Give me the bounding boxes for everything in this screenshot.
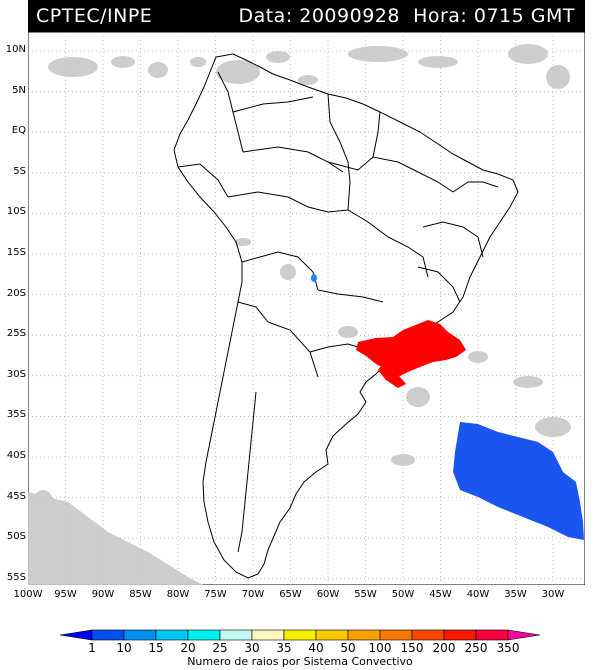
colorbar-swatch xyxy=(251,629,285,641)
lon-label: 55W xyxy=(354,589,377,600)
cloud-cover xyxy=(28,44,571,585)
lat-label: 10S xyxy=(6,206,26,218)
time-text: Hora: 0715 GMT xyxy=(413,5,575,27)
colorbar-tick-label: 35 xyxy=(276,641,292,655)
colorbar-tick-label: 40 xyxy=(308,641,324,655)
colorbar-tick-label: 350 xyxy=(496,641,520,655)
small-storm-blue xyxy=(311,274,317,282)
storm-red xyxy=(356,320,466,388)
colorbar-tick-label: 25 xyxy=(212,641,228,655)
datetime-label: Data: 20090928 Hora: 0715 GMT xyxy=(238,5,575,27)
date-text: Data: 20090928 xyxy=(238,5,400,27)
lon-label: 90W xyxy=(91,589,115,600)
colorbar-swatch xyxy=(507,629,541,641)
colorbar-tick-label: 50 xyxy=(340,641,356,655)
colorbar-tick-label: 200 xyxy=(432,641,456,655)
source-label: CPTEC/INPE xyxy=(36,5,153,27)
colorbar-swatch xyxy=(219,629,253,641)
colorbar-swatch xyxy=(59,629,93,641)
colorbar-swatch xyxy=(187,629,221,641)
colorbar-tick-label: 100 xyxy=(368,641,392,655)
colorbar-tick-label: 10 xyxy=(116,641,132,655)
colorbar-tick-label: 150 xyxy=(400,641,424,655)
colorbar-swatch xyxy=(155,629,189,641)
lat-label: 35S xyxy=(6,409,26,421)
lat-label: 5N xyxy=(12,84,26,96)
colorbar-tick-label: 250 xyxy=(464,641,488,655)
lat-label: 15S xyxy=(6,247,26,258)
lon-label: 50W xyxy=(391,589,415,600)
lat-label: EQ xyxy=(11,125,26,137)
lon-label: 75W xyxy=(204,589,227,600)
colorbar xyxy=(59,629,541,641)
colorbar-swatch xyxy=(411,629,445,641)
colorbar-tick-label: 30 xyxy=(244,641,260,655)
lon-label: 80W xyxy=(166,589,190,600)
lat-label: 50S xyxy=(6,531,26,543)
lon-label: 65W xyxy=(279,589,302,600)
colorbar-tick-label: 1 xyxy=(88,641,96,655)
lon-label: 70W xyxy=(241,589,265,600)
colorbar-tick-label: 15 xyxy=(148,641,164,655)
lon-label: 85W xyxy=(129,589,152,600)
colorbar-swatch xyxy=(283,629,317,641)
lon-label: 35W xyxy=(504,589,527,600)
lat-label: 25S xyxy=(6,328,26,340)
lat-label: 20S xyxy=(6,287,26,299)
lat-label: 10N xyxy=(5,44,26,55)
lat-label: 55S xyxy=(6,571,26,583)
colorbar-swatch xyxy=(347,629,381,641)
storm-blue xyxy=(453,422,584,540)
lon-label: 40W xyxy=(466,589,490,600)
lon-label: 30W xyxy=(541,589,565,600)
lon-label: 45W xyxy=(429,589,452,600)
coastline xyxy=(173,53,519,579)
colorbar-title: Numero de raios por Sistema Convectivo xyxy=(187,655,413,668)
lon-label: 95W xyxy=(54,589,77,600)
colorbar-swatch xyxy=(315,629,349,641)
colorbar-swatch xyxy=(123,629,157,641)
lightning-map xyxy=(28,32,585,585)
lat-label: 30S xyxy=(6,368,26,380)
map-header: CPTEC/INPE Data: 20090928 Hora: 0715 GMT xyxy=(28,0,585,32)
lat-label: 40S xyxy=(6,450,26,461)
lat-label: 5S xyxy=(13,165,26,177)
lon-label: 60W xyxy=(316,589,340,600)
lat-label: 45S xyxy=(6,490,26,502)
colorbar-swatch xyxy=(91,629,125,641)
colorbar-swatch xyxy=(475,629,509,641)
colorbar-swatch xyxy=(379,629,413,641)
colorbar-tick-label: 20 xyxy=(180,641,196,655)
colorbar-swatch xyxy=(443,629,477,641)
lon-label: 100W xyxy=(13,589,43,600)
